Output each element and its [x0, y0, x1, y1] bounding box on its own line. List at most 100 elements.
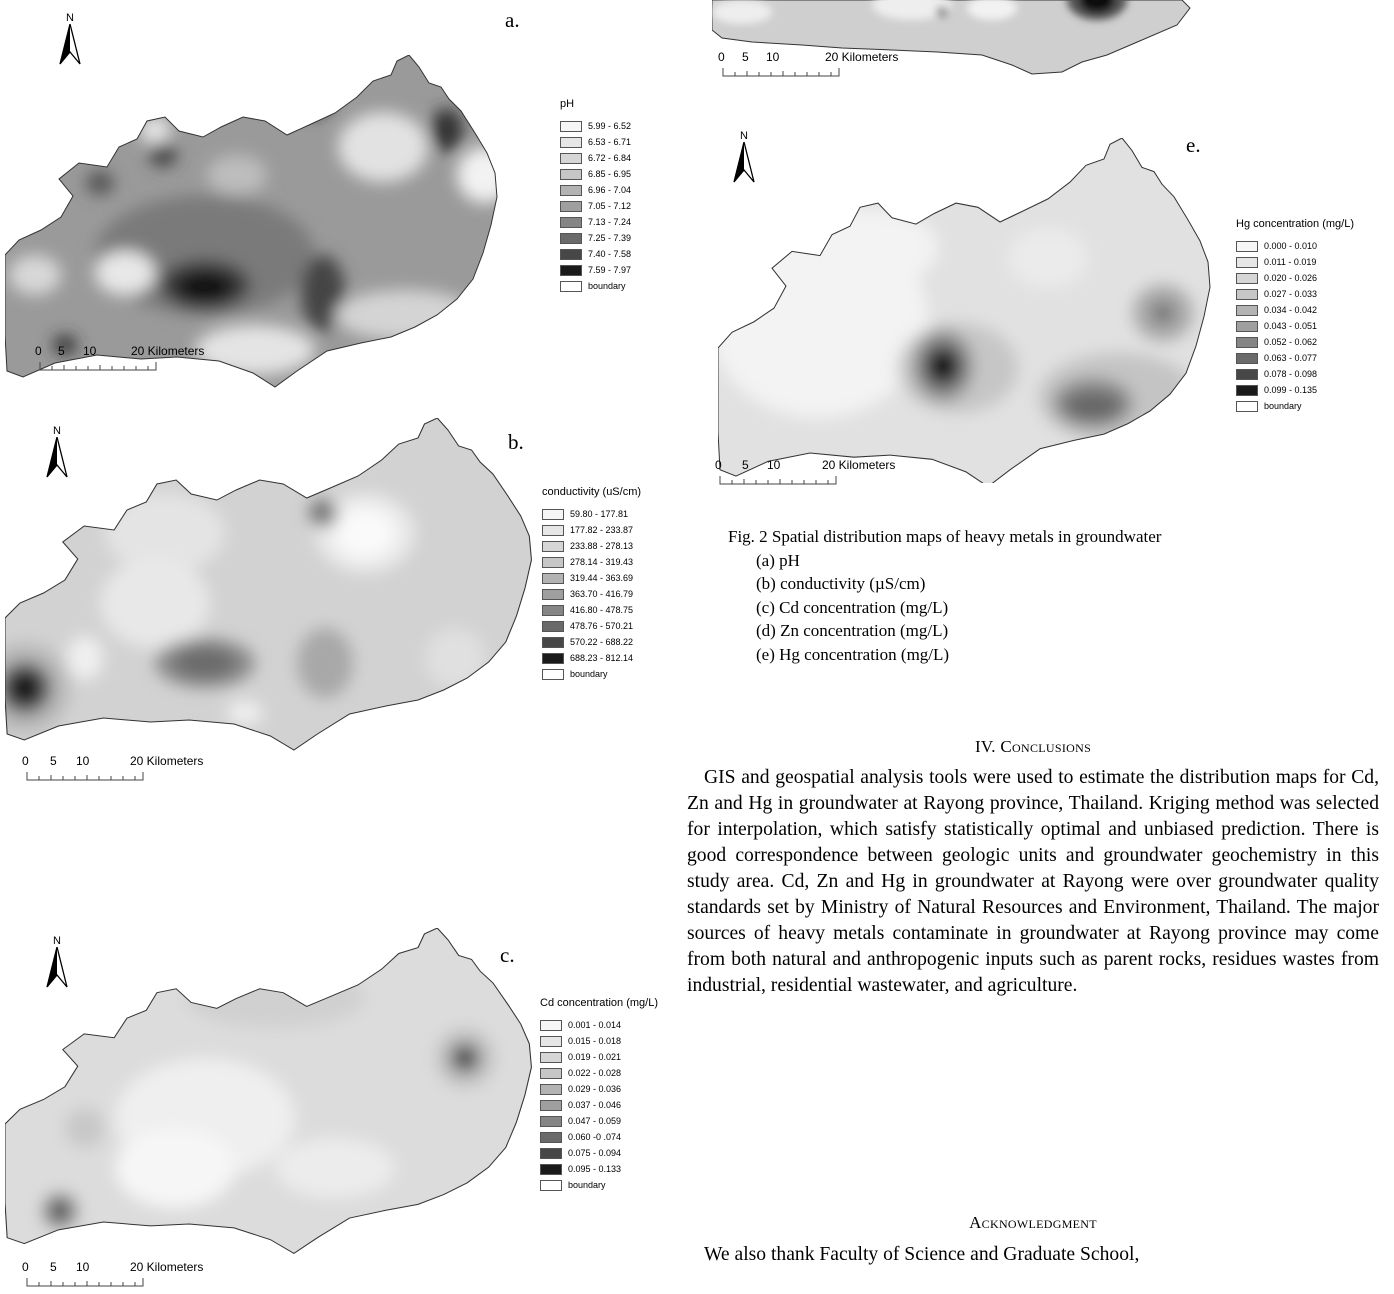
legend-swatch [1236, 352, 1258, 364]
legend-swatch [542, 588, 564, 600]
legend-swatch [560, 120, 582, 132]
legend-item: 478.76 - 570.21 [542, 618, 641, 634]
scale-number: 0 [718, 50, 725, 64]
conclusions-text: GIS and geospatial analysis tools were u… [687, 765, 1379, 999]
legend-swatch [540, 1163, 562, 1175]
legend-swatch [540, 1115, 562, 1127]
legend-item: 7.40 - 7.58 [560, 246, 631, 262]
scale-ticks [26, 1278, 144, 1287]
north-arrow-e: N [732, 130, 756, 187]
legend-c: Cd concentration (mg/L) 0.001 - 0.014 0.0… [540, 997, 658, 1193]
legend-label: 0.020 - 0.026 [1264, 273, 1318, 283]
heading-text: Acknowledgment [969, 1213, 1097, 1232]
scale-number: 5 [742, 50, 749, 64]
paragraph: GIS and geospatial analysis tools were u… [687, 767, 1379, 996]
legend-item: 0.060 -0 .074 [540, 1129, 658, 1145]
legend-item: 278.14 - 319.43 [542, 554, 641, 570]
scale-number: 0 [715, 458, 722, 472]
north-arrow-c: N [45, 935, 69, 992]
legend-label: boundary [568, 1180, 606, 1190]
legend-label: 59.80 - 177.81 [570, 509, 629, 519]
heading-text: IV. Conclusions [974, 737, 1092, 756]
legend-item: 0.029 - 0.036 [540, 1081, 658, 1097]
scale-number: 0 [35, 344, 42, 358]
legend-item: 0.037 - 0.046 [540, 1097, 658, 1113]
caption-item: (e) Hg concentration (mg/L) [756, 644, 950, 664]
legend-boundary: boundary [1236, 398, 1354, 414]
legend-boundary: boundary [542, 666, 641, 682]
legend-swatch [540, 1147, 562, 1159]
legend-swatch [540, 1051, 562, 1063]
scale-number: 10 [766, 50, 780, 64]
legend-label: 0.034 - 0.042 [1264, 305, 1318, 315]
legend-label: 6.85 - 6.95 [588, 169, 632, 179]
caption-item: (d) Zn concentration (mg/L) [756, 621, 949, 640]
caption-item: (a) pH [756, 550, 800, 570]
legend-label: 0.095 - 0.133 [568, 1164, 622, 1174]
legend-label: 7.59 - 7.97 [588, 265, 632, 275]
panel-letter-c: c. [500, 943, 515, 967]
legend-item: 6.85 - 6.95 [560, 166, 631, 182]
legend-item: 6.53 - 6.71 [560, 134, 631, 150]
legend-swatch [542, 604, 564, 616]
legend-label: 0.022 - 0.028 [568, 1068, 622, 1078]
legend-item: 319.44 - 363.69 [542, 570, 641, 586]
legend-swatch [1236, 336, 1258, 348]
legend-item: 0.043 - 0.051 [1236, 318, 1354, 334]
legend-item: 416.80 - 478.75 [542, 602, 641, 618]
legend-swatch [540, 1019, 562, 1031]
legend-title: pH [560, 98, 575, 110]
north-label: N [53, 425, 61, 437]
legend-swatch [560, 248, 582, 260]
legend-label: 7.13 - 7.24 [588, 217, 632, 227]
scale-number: 10 [76, 754, 90, 768]
legend-label: 478.76 - 570.21 [570, 621, 634, 631]
legend-swatch [542, 540, 564, 552]
legend-label: boundary [1264, 401, 1302, 411]
north-label: N [53, 935, 61, 947]
legend-item: 7.59 - 7.97 [560, 262, 631, 278]
scale-ticks [722, 68, 840, 77]
legend-swatch [560, 264, 582, 276]
scale-bar-d: 0 5 10 20 Kilometers [718, 50, 918, 81]
legend-item: 6.96 - 7.04 [560, 182, 631, 198]
acknowledgment-text: We also thank Faculty of Science and Gra… [687, 1242, 1379, 1268]
legend-swatch [560, 232, 582, 244]
legend-item: 59.80 - 177.81 [542, 506, 641, 522]
scale-number: 0 [22, 1260, 29, 1274]
legend-swatch [540, 1035, 562, 1047]
legend-item: 0.015 - 0.018 [540, 1033, 658, 1049]
legend-item: 7.05 - 7.12 [560, 198, 631, 214]
scale-number: 10 [83, 344, 97, 358]
legend-swatch [542, 652, 564, 664]
legend-swatch [542, 556, 564, 568]
legend-title: Hg concentration (mg/L) [1236, 218, 1354, 230]
legend-item: 0.052 - 0.062 [1236, 334, 1354, 350]
legend-swatch [560, 184, 582, 196]
legend-label: 7.05 - 7.12 [588, 201, 632, 211]
legend-item: 688.23 - 812.14 [542, 650, 641, 666]
legend-title: Cd concentration (mg/L) [540, 997, 658, 1009]
section-heading-acknowledgment: Acknowledgment [687, 1213, 1379, 1233]
north-arrow-a: N [58, 12, 82, 69]
scale-number: 10 [767, 458, 781, 472]
caption-item: (c) Cd concentration (mg/L) [756, 597, 949, 617]
legend-swatch [540, 1131, 562, 1143]
legend-item: 0.047 - 0.059 [540, 1113, 658, 1129]
legend-item: 0.027 - 0.033 [1236, 286, 1354, 302]
legend-label: 0.078 - 0.098 [1264, 369, 1318, 379]
legend-item: 5.99 - 6.52 [560, 118, 631, 134]
legend-label: 688.23 - 812.14 [570, 653, 634, 663]
legend-label: 0.019 - 0.021 [568, 1052, 622, 1062]
legend-item: 0.034 - 0.042 [1236, 302, 1354, 318]
legend-e: Hg concentration (mg/L) 0.000 - 0.010 0.0… [1236, 218, 1354, 414]
legend-swatch [560, 152, 582, 164]
legend-boundary: boundary [540, 1177, 658, 1193]
scale-label: 20 Kilometers [825, 50, 899, 64]
legend-swatch [540, 1083, 562, 1095]
legend-boundary: boundary [560, 278, 631, 294]
legend-label: 233.88 - 278.13 [570, 541, 634, 551]
legend-item: 7.13 - 7.24 [560, 214, 631, 230]
legend-item: 363.70 - 416.79 [542, 586, 641, 602]
legend-label: 0.029 - 0.036 [568, 1084, 622, 1094]
